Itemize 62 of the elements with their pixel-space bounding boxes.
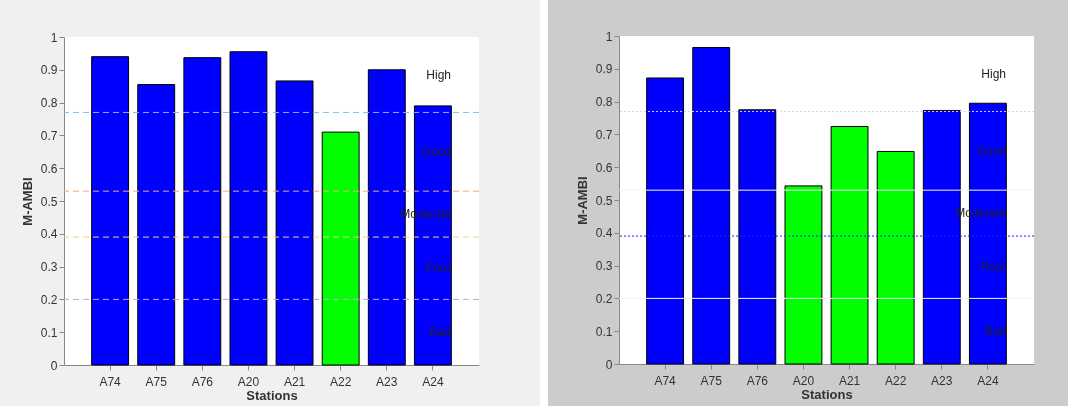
y-tick-label: 0.7 bbox=[40, 128, 58, 143]
y-tick-label: 0.4 bbox=[40, 227, 58, 242]
bar bbox=[738, 109, 777, 365]
y-tick-label: 0.9 bbox=[595, 62, 613, 77]
x-axis-title: Stations bbox=[246, 387, 298, 403]
y-tick-label: 0.5 bbox=[40, 194, 58, 209]
y-tick-label: 0.8 bbox=[595, 95, 613, 110]
x-tick-label: A22 bbox=[884, 373, 907, 388]
x-tick-label: A20 bbox=[792, 373, 815, 388]
x-tick-label: A20 bbox=[237, 374, 260, 389]
y-tick-label: 0.3 bbox=[595, 259, 613, 274]
y-tick-label: 0.9 bbox=[40, 63, 58, 78]
bar bbox=[646, 77, 685, 365]
y-tick-label: 0.6 bbox=[595, 160, 613, 175]
x-tick-label: A24 bbox=[977, 373, 999, 388]
bar bbox=[321, 131, 360, 366]
annotation: Bad bbox=[984, 324, 1006, 339]
x-tick-label: A76 bbox=[191, 374, 214, 389]
bar bbox=[692, 46, 731, 365]
y-tick-label: 0.5 bbox=[595, 193, 613, 208]
bar bbox=[137, 84, 176, 366]
bar bbox=[876, 150, 915, 365]
y-tick-label: 0.7 bbox=[595, 127, 613, 142]
x-tick-label: A22 bbox=[329, 374, 352, 389]
x-tick-label: A23 bbox=[931, 373, 953, 388]
y-tick-label: 0.1 bbox=[40, 325, 58, 340]
x-tick-label: A75 bbox=[700, 373, 723, 388]
bar bbox=[784, 185, 823, 365]
x-axis-title: Stations bbox=[801, 386, 853, 402]
annotation: High bbox=[981, 66, 1006, 81]
annotation: Poor bbox=[425, 261, 451, 276]
annotation: Good bbox=[421, 144, 451, 159]
y-tick-label: 0.6 bbox=[40, 161, 58, 176]
y-axis-title: M-AMBI bbox=[574, 176, 590, 225]
x-tick-label: A76 bbox=[746, 373, 769, 388]
annotation: Good bbox=[976, 143, 1006, 158]
annotation: High bbox=[426, 67, 451, 82]
annotation: Poor bbox=[980, 260, 1006, 275]
y-tick-label: 1 bbox=[605, 29, 613, 44]
y-tick-label: 0 bbox=[605, 357, 613, 372]
y-tick-label: 0.1 bbox=[595, 324, 613, 339]
y-tick-label: 0.2 bbox=[595, 291, 613, 306]
y-axis-title: M-AMBI bbox=[19, 177, 35, 226]
x-tick-label: A24 bbox=[422, 374, 444, 389]
y-tick-label: 0.8 bbox=[40, 96, 58, 111]
x-tick-label: A75 bbox=[145, 374, 168, 389]
bar bbox=[229, 51, 268, 366]
bar bbox=[183, 57, 222, 366]
y-tick-label: 0.4 bbox=[595, 226, 613, 241]
annotation: Bad bbox=[429, 325, 451, 340]
x-tick-label: A74 bbox=[654, 373, 677, 388]
x-tick-label: A21 bbox=[283, 374, 306, 389]
bar bbox=[91, 56, 130, 366]
y-tick-label: 0.2 bbox=[40, 292, 58, 307]
bar bbox=[275, 80, 314, 366]
y-tick-label: 0.3 bbox=[40, 260, 58, 275]
bar bbox=[830, 126, 869, 365]
y-tick-label: 1 bbox=[50, 30, 58, 45]
x-tick-label: A21 bbox=[838, 373, 861, 388]
y-tick-label: 0 bbox=[50, 358, 58, 373]
x-tick-label: A23 bbox=[376, 374, 398, 389]
x-tick-label: A74 bbox=[99, 374, 122, 389]
